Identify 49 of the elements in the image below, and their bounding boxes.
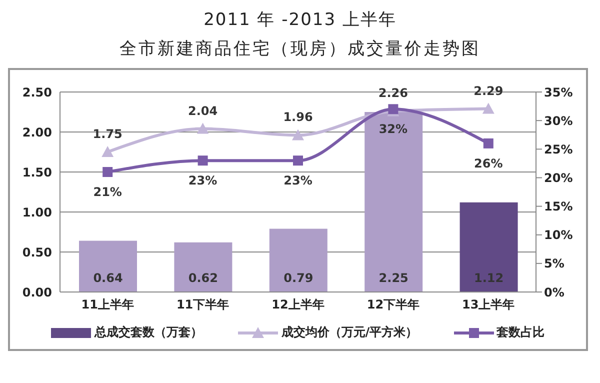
- y2-tick-label: 35%: [544, 85, 573, 100]
- y2-tick-label: 30%: [544, 114, 573, 128]
- data-label: 23%: [284, 174, 312, 188]
- data-label: 2.04: [188, 104, 218, 118]
- point: [293, 156, 303, 166]
- data-label: 1.12: [474, 271, 504, 285]
- y2-tick-label: 15%: [544, 200, 573, 214]
- chart-title: 2011 年 -2013 上半年: [202, 9, 398, 31]
- data-label: 23%: [188, 174, 218, 188]
- data-label: 26%: [474, 156, 503, 170]
- x-tick-label: 13上半年: [462, 298, 515, 312]
- bar: [364, 112, 423, 292]
- x-tick-label: 12上半年: [272, 298, 324, 312]
- data-label: 21%: [93, 185, 122, 199]
- y2-tick-label: 5%: [544, 256, 564, 271]
- bar: [79, 240, 137, 292]
- bar: [269, 228, 328, 292]
- legend-label: 套数占比: [496, 324, 545, 341]
- x-tick-label: 12下半年: [366, 298, 420, 312]
- point: [196, 122, 209, 134]
- data-label: 32%: [378, 122, 408, 136]
- point: [102, 167, 113, 177]
- data-label: 2.25: [378, 271, 408, 285]
- point: [198, 156, 208, 166]
- point: [292, 129, 304, 140]
- y-tick-label: 1.50: [22, 165, 52, 180]
- chart-subtitle: 全市新建商品住宅（现房）成交量价走势图: [118, 38, 482, 60]
- bar: [174, 242, 232, 292]
- data-label: 0.62: [188, 271, 218, 285]
- y-tick-label: 2.50: [22, 85, 52, 100]
- legend-label: 成交均价（万元/平方米）: [281, 324, 418, 341]
- data-label: 0.79: [284, 271, 314, 285]
- point: [482, 102, 494, 114]
- y2-tick-label: 20%: [544, 170, 573, 185]
- data-label: 1.96: [283, 110, 313, 124]
- bar: [460, 202, 518, 292]
- legend-label: 总成交套数（万套）: [94, 324, 202, 341]
- x-tick-label: 11下半年: [176, 298, 230, 312]
- y-tick-label: 1.00: [22, 205, 52, 220]
- y2-tick-label: 25%: [544, 142, 573, 156]
- data-label: 0.64: [93, 271, 123, 285]
- y-tick-label: 0.00: [22, 285, 52, 300]
- point: [102, 146, 114, 157]
- x-tick-label: 11上半年: [81, 298, 134, 312]
- y2-tick-label: 0%: [544, 285, 564, 300]
- point: [483, 138, 494, 148]
- y-tick-label: 0.50: [22, 245, 52, 260]
- y-tick-label: 2.00: [22, 125, 52, 140]
- y2-tick-label: 10%: [544, 228, 573, 242]
